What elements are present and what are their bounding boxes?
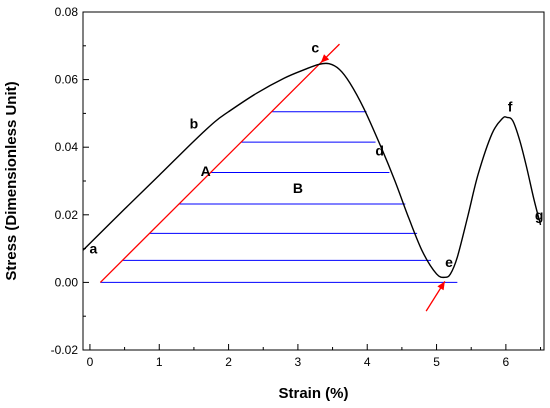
y-tick-label: 0.00: [55, 275, 79, 289]
x-axis-title: Strain (%): [278, 385, 348, 402]
x-tick-label: 6: [503, 355, 510, 369]
point-label-B: B: [293, 180, 303, 196]
x-tick-label: 1: [156, 355, 163, 369]
y-tick-label: 0.06: [55, 73, 79, 87]
y-tick-label: 0.02: [55, 208, 79, 222]
tangent-line: [99, 62, 322, 283]
curve-layer: [82, 62, 542, 279]
axes: [82, 11, 545, 351]
hatch-lines: [100, 111, 458, 283]
y-tick-label: 0.04: [55, 140, 79, 154]
y-axis-title: Stress (Dimensionless Unit): [3, 81, 20, 280]
point-label-a: a: [90, 241, 98, 257]
stress-strain-curve: [82, 62, 542, 279]
x-tick-label: 3: [295, 355, 302, 369]
arrow-e-head: [437, 281, 445, 291]
x-tick-label: 5: [433, 355, 440, 369]
point-label-f: f: [508, 99, 513, 115]
point-labels: a b c d e f g A B: [90, 40, 544, 271]
tangent-layer: [99, 62, 322, 283]
point-label-d: d: [375, 143, 384, 159]
x-tick-label: 4: [364, 355, 371, 369]
point-label-c: c: [311, 40, 319, 56]
arrows: [320, 43, 446, 312]
point-label-e: e: [445, 254, 453, 270]
point-label-b: b: [190, 116, 199, 132]
plot-frame: [82, 11, 545, 351]
y-tick-label: 0.08: [55, 5, 79, 19]
y-tick-label: -0.02: [51, 343, 79, 357]
point-label-g: g: [535, 207, 544, 223]
point-label-A: A: [201, 163, 211, 179]
arrow-c-head: [320, 54, 330, 63]
x-tick-label: 0: [87, 355, 94, 369]
ticks: 0 1 2 3 4 5 6 -0.02 0.00 0.02 0.04 0.06 0.08: [51, 5, 542, 369]
x-tick-label: 2: [225, 355, 232, 369]
